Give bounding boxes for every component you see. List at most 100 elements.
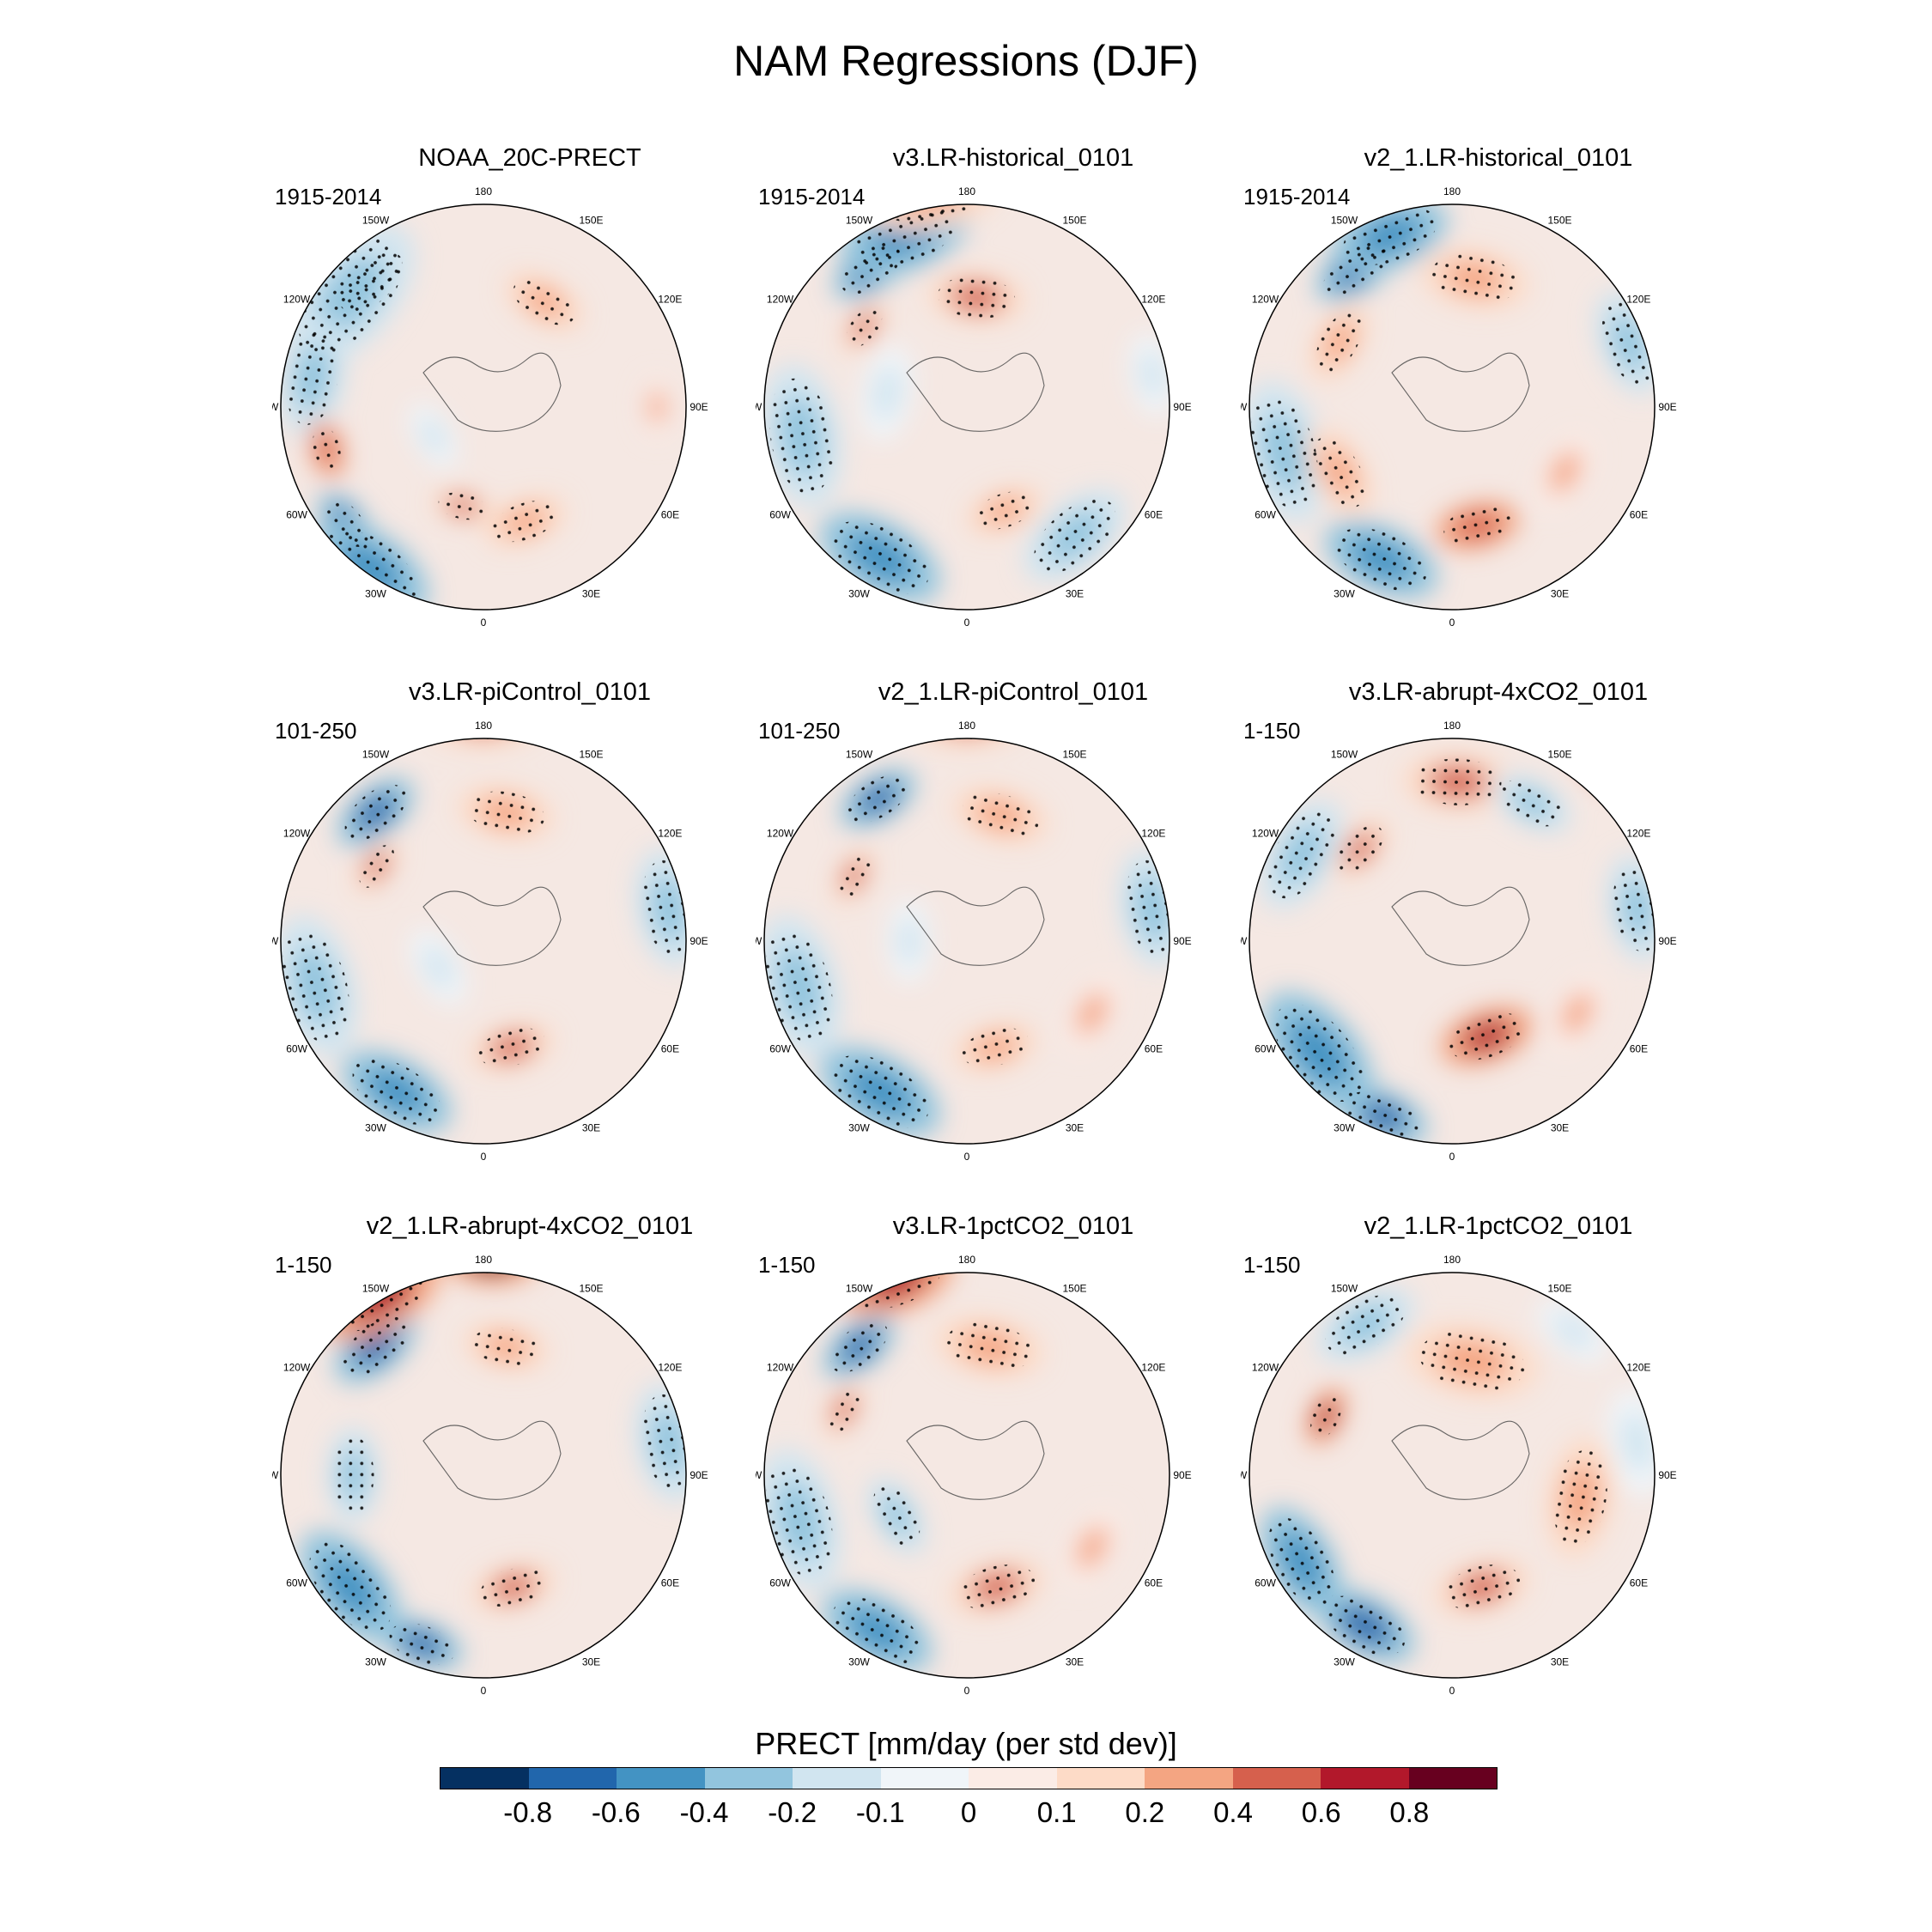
longitude-label: 120E <box>1141 294 1165 306</box>
positive-anomaly-core <box>1587 750 1615 777</box>
map-panel: v3.LR-1pctCO2_0101 1-150 180 150E 120E 90E 60E… <box>756 1212 1288 1728</box>
longitude-label: 180 <box>1443 720 1461 732</box>
negative-anomaly-core <box>422 945 454 989</box>
longitude-label: 150W <box>362 1283 390 1295</box>
panel-period: 1-150 <box>1243 1252 1301 1278</box>
significance-stippling <box>1315 311 1363 373</box>
longitude-label: 30E <box>1066 1121 1084 1133</box>
longitude-label: 150E <box>579 215 603 227</box>
map-background <box>281 738 686 1144</box>
longitude-label: 0 <box>964 1151 970 1163</box>
longitude-label: 90W <box>1241 1469 1248 1481</box>
coastline <box>906 886 1045 966</box>
longitude-label: 90E <box>1658 935 1676 947</box>
longitude-label: 90E <box>1173 935 1191 947</box>
panel-title: v2_1.LR-abrupt-4xCO2_0101 <box>366 1212 694 1240</box>
map-panel: v2_1.LR-abrupt-4xCO2_0101 1-150 180 150E 120… <box>272 1212 805 1728</box>
polar-map: 180 150E 120E 90E 60E 30E 0 30W 60W 90W 120W 150W <box>272 1254 708 1697</box>
panel-period: 1915-2014 <box>1243 184 1351 210</box>
longitude-label: 30W <box>1334 1656 1355 1668</box>
longitude-label: 90E <box>1173 1469 1191 1481</box>
significance-stippling <box>389 1623 455 1665</box>
longitude-label: 180 <box>475 1254 492 1266</box>
significance-stippling <box>828 1388 860 1432</box>
longitude-label: 180 <box>1443 185 1461 197</box>
significance-stippling <box>472 1327 540 1366</box>
panel-title: v2_1.LR-1pctCO2_0101 <box>1364 1212 1633 1240</box>
longitude-label: 60W <box>1255 1043 1276 1055</box>
longitude-label: 90E <box>690 1469 708 1481</box>
longitude-label: 30E <box>582 1121 600 1133</box>
longitude-label: 120E <box>658 1362 682 1374</box>
longitude-label: 30W <box>848 587 870 599</box>
significance-stippling <box>359 845 395 888</box>
panel-title: v2_1.LR-historical_0101 <box>1364 144 1633 172</box>
panel-period: 1-150 <box>275 1252 332 1278</box>
negative-anomaly-core <box>1620 1413 1655 1473</box>
colorbar-title: PRECT [mm/day (per std dev)] <box>755 1726 1177 1761</box>
longitude-label: 180 <box>1443 1254 1461 1266</box>
longitude-label: 60W <box>1255 1577 1276 1589</box>
map-boundary <box>763 738 1170 1145</box>
significance-stippling <box>434 738 532 742</box>
longitude-label: 150W <box>846 215 873 227</box>
longitude-label: 120E <box>1626 294 1650 306</box>
colorbar-segment <box>1408 1768 1497 1789</box>
longitude-label: 30E <box>582 587 600 599</box>
longitude-label: 120E <box>1626 1362 1650 1374</box>
coastline <box>1391 352 1530 432</box>
longitude-label: 60E <box>661 1043 679 1055</box>
longitude-label: 0 <box>481 1151 487 1163</box>
longitude-label: 60W <box>769 509 791 521</box>
map-boundary <box>1249 204 1656 611</box>
significance-stippling <box>1325 1595 1406 1656</box>
longitude-label: 0 <box>1449 617 1455 629</box>
polar-map: 180 150E 120E 90E 60E 30E 0 30W 60W 90W 120W 150W <box>272 720 708 1163</box>
longitude-label: 120W <box>767 294 794 306</box>
longitude-label: 60W <box>286 509 307 521</box>
colorbar-segment <box>617 1768 705 1789</box>
longitude-label: 90E <box>690 401 708 413</box>
longitude-label: 90E <box>1658 1469 1676 1481</box>
significance-stippling <box>1250 395 1318 509</box>
panel-title: NOAA_20C-PRECT <box>418 144 641 172</box>
longitude-label: 150E <box>579 1283 603 1295</box>
longitude-label: 120W <box>1252 294 1279 306</box>
panel-period: 1-150 <box>758 1252 816 1278</box>
positive-anomaly-core <box>1548 451 1581 494</box>
panel-title: v3.LR-historical_0101 <box>892 144 1134 172</box>
significance-stippling <box>958 1564 1036 1610</box>
colorbar-tick-label: -0.1 <box>855 1796 905 1828</box>
longitude-label: 90W <box>272 935 279 947</box>
significance-stippling <box>1553 1449 1607 1546</box>
negative-anomaly-core <box>419 417 447 454</box>
longitude-label: 60W <box>286 1577 307 1589</box>
coastline <box>422 352 562 432</box>
colorbar-tick-label: 0.2 <box>1125 1796 1165 1828</box>
coastline <box>1391 1420 1530 1500</box>
longitude-label: 60W <box>286 1043 307 1055</box>
significance-stippling <box>846 306 883 348</box>
negative-anomaly-core <box>896 917 922 965</box>
panel-title: v3.LR-1pctCO2_0101 <box>892 1212 1134 1240</box>
longitude-label: 30W <box>848 1656 870 1668</box>
significance-stippling <box>962 1027 1029 1067</box>
polar-map: 180 150E 120E 90E 60E 30E 0 30W 60W 90W 120W 150W <box>1241 185 1677 629</box>
panel-period: 1915-2014 <box>758 184 866 210</box>
longitude-label: 120W <box>283 1362 311 1374</box>
colorbar-tick-label: 0 <box>960 1796 977 1828</box>
polar-map: 180 150E 120E 90E 60E 30E 0 30W 60W 90W 120W 150W <box>756 1254 1192 1697</box>
longitude-label: 60E <box>1630 509 1648 521</box>
longitude-label: 120W <box>767 1362 794 1374</box>
longitude-label: 90W <box>1241 935 1248 947</box>
colorbar-tick-label: 0.1 <box>1036 1796 1077 1828</box>
significance-stippling <box>1449 1012 1524 1060</box>
longitude-label: 90E <box>1173 401 1191 413</box>
significance-stippling <box>1500 780 1563 827</box>
negative-anomaly-core <box>1553 1313 1593 1349</box>
colorbar-segment <box>704 1768 793 1789</box>
significance-stippling <box>1312 436 1366 507</box>
significance-stippling <box>963 793 1039 838</box>
longitude-label: 60W <box>769 1577 791 1589</box>
significance-stippling <box>1310 1394 1342 1440</box>
